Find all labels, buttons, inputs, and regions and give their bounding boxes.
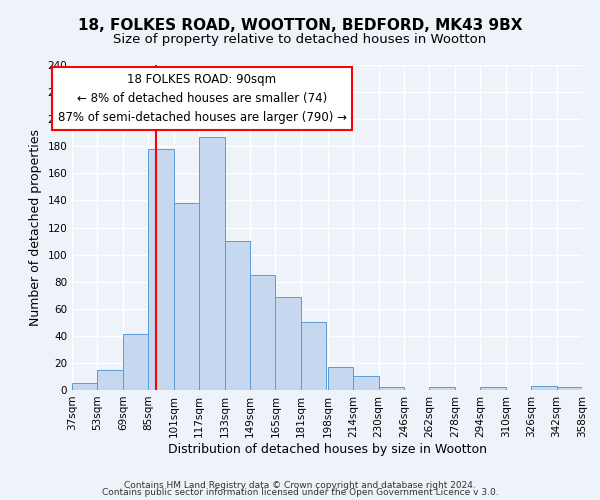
Y-axis label: Number of detached properties: Number of detached properties (29, 129, 42, 326)
Text: Contains HM Land Registry data © Crown copyright and database right 2024.: Contains HM Land Registry data © Crown c… (124, 480, 476, 490)
Bar (379, 388, 404, 390)
Text: Contains public sector information licensed under the Open Government Licence v : Contains public sector information licen… (101, 488, 499, 497)
Bar (275, 296, 301, 390)
Bar (481, 388, 506, 390)
Bar (557, 388, 582, 390)
X-axis label: Distribution of detached houses by size in Wootton: Distribution of detached houses by size … (167, 442, 487, 456)
Bar (301, 322, 326, 390)
Bar (250, 275, 275, 390)
Bar (72, 383, 97, 390)
Bar (328, 367, 353, 390)
Bar (430, 388, 455, 390)
Bar (224, 241, 250, 390)
Bar (199, 137, 224, 390)
Text: 18 FOLKES ROAD: 90sqm
← 8% of detached houses are smaller (74)
87% of semi-detac: 18 FOLKES ROAD: 90sqm ← 8% of detached h… (58, 73, 347, 124)
Bar (531, 386, 557, 390)
Bar (173, 203, 199, 390)
Text: 18, FOLKES ROAD, WOOTTON, BEDFORD, MK43 9BX: 18, FOLKES ROAD, WOOTTON, BEDFORD, MK43 … (78, 18, 522, 32)
Text: Size of property relative to detached houses in Wootton: Size of property relative to detached ho… (113, 32, 487, 46)
Bar (148, 149, 173, 390)
Bar (123, 334, 148, 390)
Bar (353, 376, 379, 390)
Bar (97, 370, 123, 390)
